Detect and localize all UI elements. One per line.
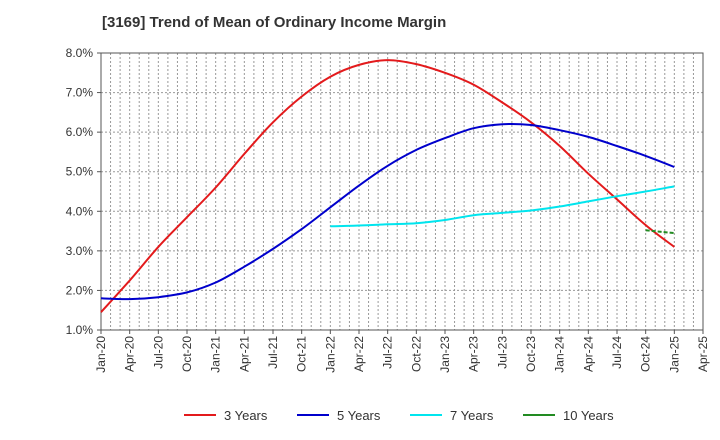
legend-label-3-years: 3 Years (224, 408, 268, 423)
series-line-7-years (330, 185, 675, 228)
y-tick-label: 1.0% (66, 323, 94, 337)
x-tick-label: Apr-20 (123, 336, 137, 372)
x-tick-label: Oct-23 (524, 336, 538, 372)
legend: 3 Years 5 Years 7 Years 10 Years (184, 408, 614, 423)
y-axis: 1.0% 2.0% 3.0% 4.0% 5.0% 6.0% 7.0% 8.0% (66, 46, 101, 337)
x-tick-label: Oct-24 (639, 336, 653, 372)
y-tick-label: 4.0% (66, 204, 94, 218)
x-tick-label: Jan-24 (553, 336, 567, 373)
plot-area (100, 52, 704, 331)
x-tick-label: Jan-20 (94, 336, 108, 373)
series-lines (100, 59, 675, 313)
x-tick-label: Apr-24 (581, 336, 595, 372)
x-tick-label: Oct-20 (180, 336, 194, 372)
x-tick-label: Jul-22 (381, 336, 395, 369)
y-tick-label: 7.0% (66, 86, 94, 100)
x-tick-label: Oct-21 (295, 336, 309, 372)
y-tick-label: 6.0% (66, 125, 94, 139)
x-tick-label: Jul-23 (495, 336, 509, 369)
x-tick-label: Jan-22 (323, 336, 337, 373)
x-tick-label: Oct-22 (409, 336, 423, 372)
x-tick-label: Apr-25 (696, 336, 710, 372)
x-tick-label: Apr-22 (352, 336, 366, 372)
x-tick-label: Jul-24 (610, 336, 624, 369)
grid (100, 52, 704, 331)
legend-label-10-years: 10 Years (563, 408, 614, 423)
y-tick-label: 2.0% (66, 283, 94, 297)
x-tick-label: Jan-25 (667, 336, 681, 373)
series-line-5-years (100, 122, 675, 301)
y-tick-label: 5.0% (66, 165, 94, 179)
x-tick-label: Apr-21 (237, 336, 251, 372)
x-tick-label: Apr-23 (467, 336, 481, 372)
series-line-3-years (100, 59, 675, 313)
legend-label-5-years: 5 Years (337, 408, 381, 423)
y-tick-label: 3.0% (66, 244, 94, 258)
x-tick-label: Jan-23 (438, 336, 452, 373)
series-line-10-years (645, 229, 675, 235)
x-tick-label: Jul-20 (151, 336, 165, 369)
x-tick-label: Jan-21 (209, 336, 223, 373)
y-tick-label: 8.0% (66, 46, 94, 60)
x-axis: Jan-20 Apr-20 Jul-20 Oct-20 Jan-21 Apr-21 Jul-… (94, 330, 710, 373)
x-tick-label: Jul-21 (266, 336, 280, 369)
chart-title: [3169] Trend of Mean of Ordinary Income … (102, 14, 447, 31)
legend-label-7-years: 7 Years (450, 408, 494, 423)
